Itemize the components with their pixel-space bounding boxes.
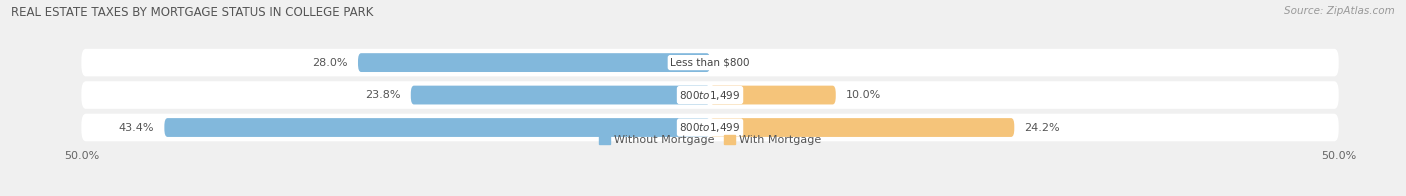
FancyBboxPatch shape — [82, 114, 1339, 141]
Text: 10.0%: 10.0% — [846, 90, 882, 100]
FancyBboxPatch shape — [82, 81, 1339, 109]
Text: $800 to $1,499: $800 to $1,499 — [679, 121, 741, 134]
Text: REAL ESTATE TAXES BY MORTGAGE STATUS IN COLLEGE PARK: REAL ESTATE TAXES BY MORTGAGE STATUS IN … — [11, 6, 374, 19]
Text: 0.0%: 0.0% — [720, 58, 748, 68]
FancyBboxPatch shape — [710, 86, 835, 104]
FancyBboxPatch shape — [710, 118, 1014, 137]
FancyBboxPatch shape — [82, 49, 1339, 76]
Text: Source: ZipAtlas.com: Source: ZipAtlas.com — [1284, 6, 1395, 16]
FancyBboxPatch shape — [411, 86, 710, 104]
Text: 43.4%: 43.4% — [120, 122, 155, 132]
Text: 24.2%: 24.2% — [1025, 122, 1060, 132]
Legend: Without Mortgage, With Mortgage: Without Mortgage, With Mortgage — [595, 131, 825, 150]
Text: $800 to $1,499: $800 to $1,499 — [679, 89, 741, 102]
FancyBboxPatch shape — [165, 118, 710, 137]
Text: 28.0%: 28.0% — [312, 58, 347, 68]
Text: Less than $800: Less than $800 — [671, 58, 749, 68]
Text: 23.8%: 23.8% — [366, 90, 401, 100]
FancyBboxPatch shape — [359, 53, 710, 72]
